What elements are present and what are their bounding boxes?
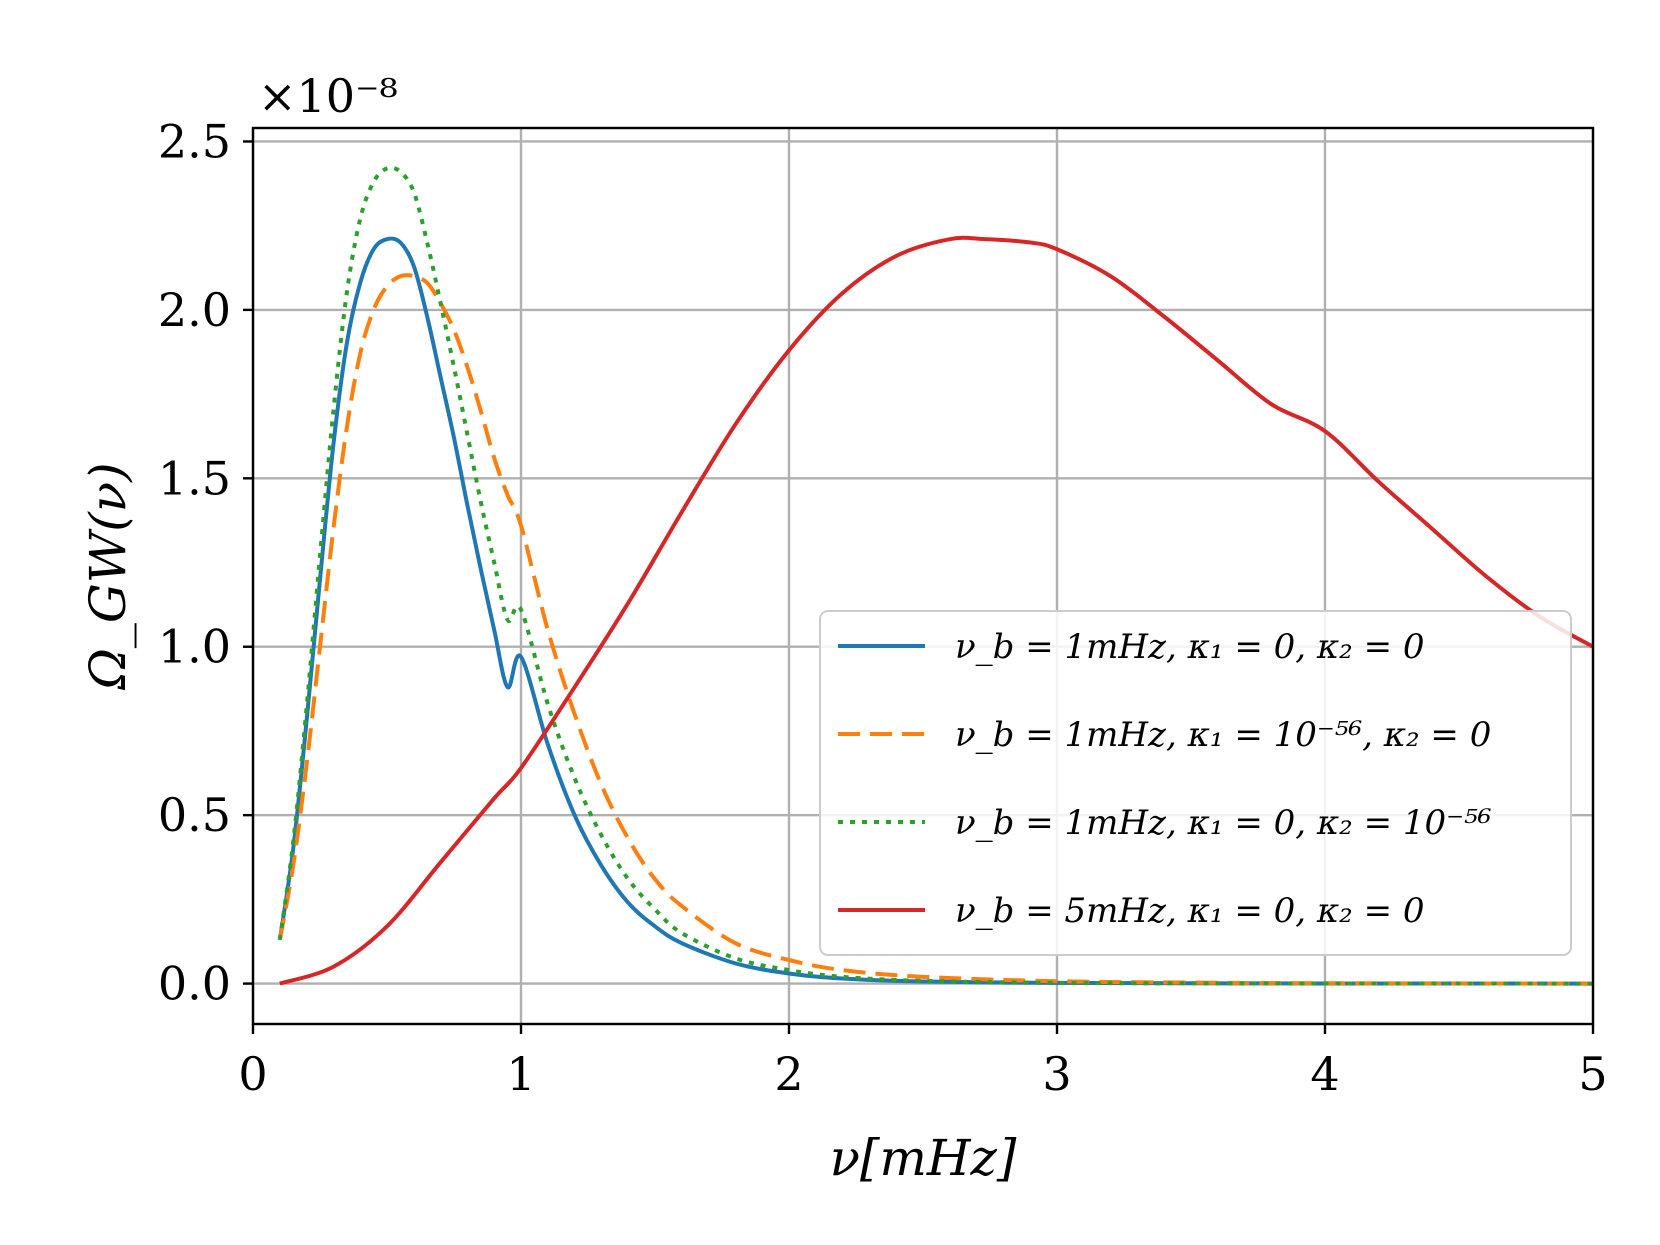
y-axis-multiplier: ×10⁻⁸: [258, 69, 398, 123]
y-axis-title: Ω_GW(ν): [79, 462, 137, 690]
plot-frame: [251, 126, 1595, 1026]
legend-label: ν_b = 1mHz, κ₁ = 0, κ₂ = 10⁻⁵⁶: [955, 803, 1491, 843]
legend-label: ν_b = 5mHz, κ₁ = 0, κ₂ = 0: [955, 891, 1425, 931]
y-tick-label: 1.0: [158, 620, 231, 674]
legend-label: ν_b = 1mHz, κ₁ = 10⁻⁵⁶, κ₂ = 0: [955, 715, 1491, 755]
series-line-1: [277, 236, 1593, 986]
legend-entry-4: ν_b = 5mHz, κ₁ = 0, κ₂ = 0: [838, 891, 1425, 931]
x-tick-label: 3: [1042, 1047, 1071, 1101]
y-tick-label: 0.0: [158, 957, 231, 1011]
y-tick-label: 1.5: [158, 451, 231, 505]
x-tick-label: 2: [774, 1047, 803, 1101]
x-axis-title: ν[mHz]: [830, 1129, 1017, 1187]
y-tick-label: 2.0: [158, 283, 231, 337]
series-line-4: [279, 235, 1593, 986]
x-tick-label: 1: [506, 1047, 535, 1101]
x-tick-label: 4: [1310, 1047, 1339, 1101]
legend-box: [819, 610, 1572, 956]
x-tick-label: 5: [1578, 1047, 1607, 1101]
x-tick-label: 0: [238, 1047, 267, 1101]
legend-label: ν_b = 1mHz, κ₁ = 0, κ₂ = 0: [955, 627, 1425, 667]
legend-entry-3: ν_b = 1mHz, κ₁ = 0, κ₂ = 10⁻⁵⁶: [838, 803, 1491, 843]
ticks: 0 1 2 3 4 5 0.0 0.5 1.0 1.5 2.0 2.5: [158, 114, 1608, 1101]
legend-entry-1: ν_b = 1mHz, κ₁ = 0, κ₂ = 0: [838, 627, 1425, 667]
legend: ν_b = 1mHz, κ₁ = 0, κ₂ = 0 ν_b = 1mHz, κ₁…: [819, 610, 1572, 956]
legend-entry-2: ν_b = 1mHz, κ₁ = 10⁻⁵⁶, κ₂ = 0: [838, 715, 1491, 755]
y-tick-label: 2.5: [158, 114, 231, 168]
series-layer: [277, 165, 1593, 986]
series-line-2: [277, 273, 1593, 986]
y-tick-label: 0.5: [158, 788, 231, 842]
series-line-3: [277, 165, 1593, 986]
